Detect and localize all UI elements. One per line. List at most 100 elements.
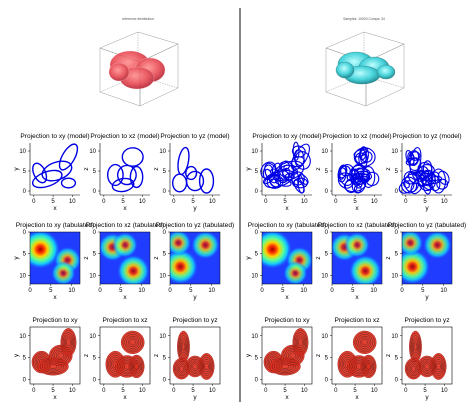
y-tick-label: 5 [325,252,329,258]
heatmap-frame [261,231,313,285]
contour-level [289,352,296,359]
heatmap-peak [283,260,308,284]
panel-title: Projection to xz (model) [90,133,159,140]
contour-level [124,334,141,351]
x-tick-label: 5 [421,288,425,294]
heatmap-peak [170,232,192,256]
x-tick-label: 0 [172,199,176,205]
component-ellipse [111,177,135,193]
panel-title: Projection to xy [32,317,78,324]
heatmap-peak [344,232,370,258]
y-tick-label: 10 [159,334,166,340]
y-tick-label: 5 [23,169,27,175]
contour-level [366,363,371,370]
y-axis-label: z [315,354,322,357]
x-axis-label: x [53,394,57,401]
contour-level [411,337,420,356]
x-axis-label: y [193,294,197,301]
panel-title: Projection to xz (tabulated) [86,222,164,229]
x-tick-label: 10 [68,288,75,294]
contour-level [179,337,188,356]
panel-title: Projection to yz [404,317,449,324]
panel-title: Projection to xz (tabulated) [318,222,396,229]
x-tick-label: 5 [353,199,357,205]
contour-level [296,334,305,351]
x-tick-label: 0 [330,288,334,294]
contour-level [134,363,139,370]
y-tick-label: 5 [395,169,399,175]
y-tick-label: 5 [93,252,97,258]
projection-panel: Projection to xy 0 5 10 0 5 10 x y [245,317,313,401]
y-tick-label: 10 [321,334,328,340]
x-tick-label: 5 [191,199,195,205]
x-axis-label: x [285,394,289,401]
y-tick-label: 10 [89,273,96,279]
y-tick-label: 10 [391,273,398,279]
y-tick-label: 5 [163,356,167,362]
y-axis-label: y [245,256,252,260]
heatmap-peak [30,232,61,270]
x-tick-label: 0 [264,388,268,394]
x-tick-label: 5 [121,199,125,205]
component-ellipse [262,164,274,181]
panel-title: Projection to xy (tabulated) [16,222,94,229]
component-ellipse [269,178,280,188]
y-tick-label: 0 [163,189,167,195]
component-ellipse [272,172,281,181]
contour-level [179,365,184,372]
y-tick-label: 5 [23,356,27,362]
y-tick-label: 0 [23,378,27,384]
contour-level [364,360,373,373]
x-axis-label: x [123,394,127,401]
x-axis-label: x [355,394,359,401]
x-tick-label: 5 [423,388,427,394]
component-ellipse [279,164,295,178]
x-tick-label: 5 [121,388,125,394]
x-axis-label: x [355,205,359,212]
panel-title: Projection to yz (tabulated) [388,222,466,229]
x-tick-label: 10 [138,288,145,294]
contour-level [199,355,214,378]
contour-level [434,359,443,374]
contour-level [61,330,76,355]
y-axis-label: z [315,167,322,170]
y-tick-label: 10 [159,149,166,155]
y-tick-label: 5 [395,252,399,258]
contour-level [192,363,198,370]
x-tick-label: 10 [301,199,308,205]
contour-level [362,358,375,375]
contour-level [66,338,71,347]
x-tick-label: 0 [98,288,102,294]
contour-level [122,332,143,353]
x-axis-label: x [285,205,289,212]
component-ellipse [410,151,421,161]
x-tick-label: 5 [283,388,287,394]
component-ellipse [291,145,306,158]
x-tick-label: 5 [191,388,195,394]
projection-panel: Projection to yz 0 5 10 0 5 10 y z [385,317,453,401]
panel-title: Projection to yz [172,317,217,324]
contour-level [294,332,307,353]
x-tick-label: 10 [371,199,378,205]
component-ellipse [41,160,73,182]
y-tick-label: 0 [93,189,97,195]
y-tick-label: 10 [321,273,328,279]
y-axis-label: z [385,167,392,170]
contour-level [293,330,308,355]
x-tick-label: 5 [49,288,53,294]
y-axis-label: z [385,354,392,357]
component-ellipse [344,178,358,194]
component-ellipse [198,168,215,194]
y-tick-label: 10 [19,149,26,155]
panel-title: Projection to xz [334,317,379,324]
x-axis-label: x [285,294,289,301]
x-tick-label: 10 [69,199,76,205]
contour-level [297,336,304,349]
y-tick-label: 0 [325,230,329,236]
contour-level [358,335,372,349]
y-tick-label: 10 [89,334,96,340]
x-tick-label: 5 [189,288,193,294]
